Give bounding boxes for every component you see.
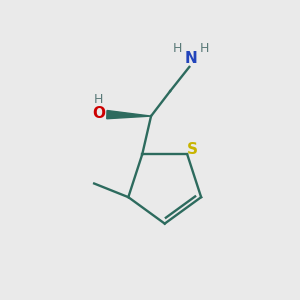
Polygon shape bbox=[107, 110, 151, 119]
Text: H: H bbox=[173, 42, 182, 55]
Text: O: O bbox=[92, 106, 105, 121]
Text: H: H bbox=[94, 93, 103, 106]
Text: N: N bbox=[184, 51, 197, 66]
Text: S: S bbox=[187, 142, 198, 157]
Text: H: H bbox=[200, 42, 209, 55]
